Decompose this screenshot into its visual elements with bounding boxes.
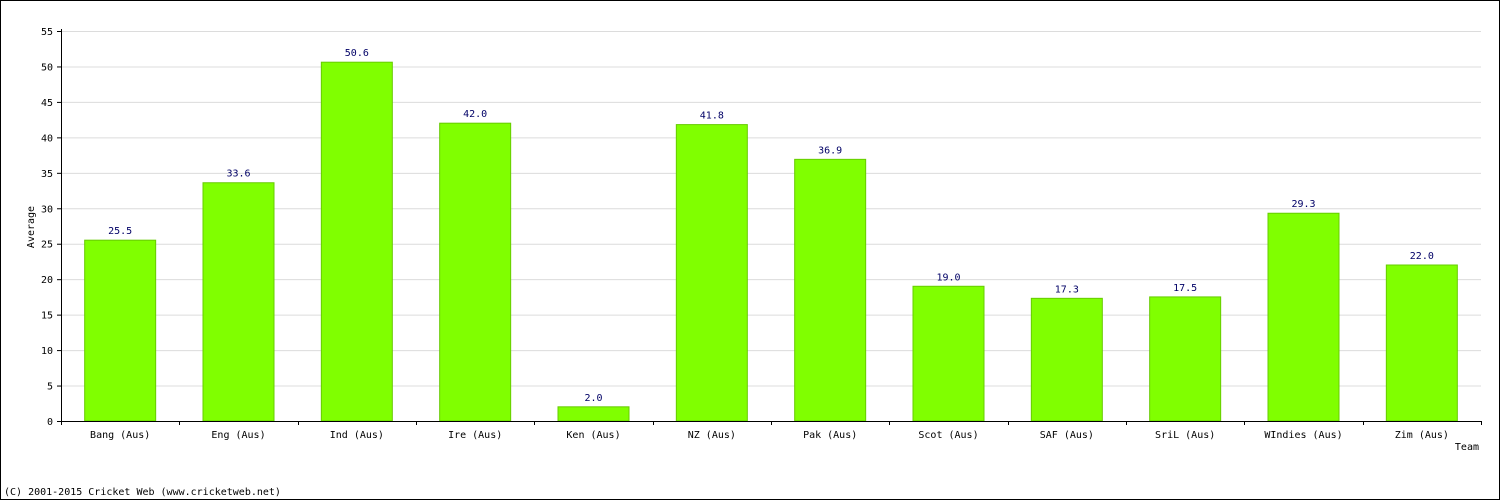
y-axis-title: Average xyxy=(26,206,37,248)
y-tick-label: 40 xyxy=(41,133,53,144)
data-label: 50.6 xyxy=(345,48,369,59)
data-label: 25.5 xyxy=(108,226,132,237)
bar xyxy=(202,182,275,422)
category-label: Zim (Aus) xyxy=(1395,430,1449,441)
grid-lines xyxy=(61,31,1481,387)
category-label: Scot (Aus) xyxy=(918,430,978,441)
bar xyxy=(84,239,157,422)
data-label: 29.3 xyxy=(1291,199,1315,210)
data-label: 33.6 xyxy=(226,169,250,180)
category-label: SAF (Aus) xyxy=(1040,430,1094,441)
y-tick-label: 45 xyxy=(41,98,53,109)
labels: 0 5 10 15 20 25 30 35 40 45 50 55 25.5 Bang (Aus) 33.6… xyxy=(41,27,1449,441)
data-label: 36.9 xyxy=(818,145,842,156)
bar xyxy=(912,285,985,422)
category-label: NZ (Aus) xyxy=(688,430,736,441)
bar xyxy=(1030,297,1103,422)
category-label: Ire (Aus) xyxy=(448,430,502,441)
y-tick-label: 5 xyxy=(47,382,53,393)
y-tick-label: 55 xyxy=(41,27,53,38)
category-label: Eng (Aus) xyxy=(211,430,265,441)
data-label: 41.8 xyxy=(700,111,724,122)
data-label: 42.0 xyxy=(463,109,487,120)
axes xyxy=(57,29,1482,425)
bar xyxy=(1267,212,1340,422)
category-label: Bang (Aus) xyxy=(90,430,150,441)
y-tick-label: 15 xyxy=(41,311,53,322)
category-label: SriL (Aus) xyxy=(1155,430,1215,441)
x-axis-title: Team xyxy=(1455,442,1479,453)
bar xyxy=(794,158,867,422)
category-label: Pak (Aus) xyxy=(803,430,857,441)
data-label: 19.0 xyxy=(936,272,960,283)
bar xyxy=(557,406,630,422)
category-label: WIndies (Aus) xyxy=(1264,430,1342,441)
y-tick-label: 0 xyxy=(47,417,53,428)
bar xyxy=(320,61,393,422)
category-label: Ken (Aus) xyxy=(566,430,620,441)
bar xyxy=(1385,264,1458,422)
data-label: 17.5 xyxy=(1173,283,1197,294)
data-label: 22.0 xyxy=(1410,251,1434,262)
y-tick-label: 25 xyxy=(41,240,53,251)
bar xyxy=(1149,296,1222,422)
y-tick-label: 20 xyxy=(41,275,53,286)
data-label: 17.3 xyxy=(1055,284,1079,295)
bar xyxy=(675,124,748,422)
y-tick-label: 35 xyxy=(41,169,53,180)
data-label: 2.0 xyxy=(584,393,602,404)
y-tick-label: 50 xyxy=(41,62,53,73)
bar xyxy=(439,122,512,422)
category-label: Ind (Aus) xyxy=(330,430,384,441)
bars xyxy=(84,61,1458,422)
copyright-text: (C) 2001-2015 Cricket Web (www.cricketwe… xyxy=(4,487,281,498)
y-tick-label: 10 xyxy=(41,346,53,357)
y-tick-label: 30 xyxy=(41,204,53,215)
